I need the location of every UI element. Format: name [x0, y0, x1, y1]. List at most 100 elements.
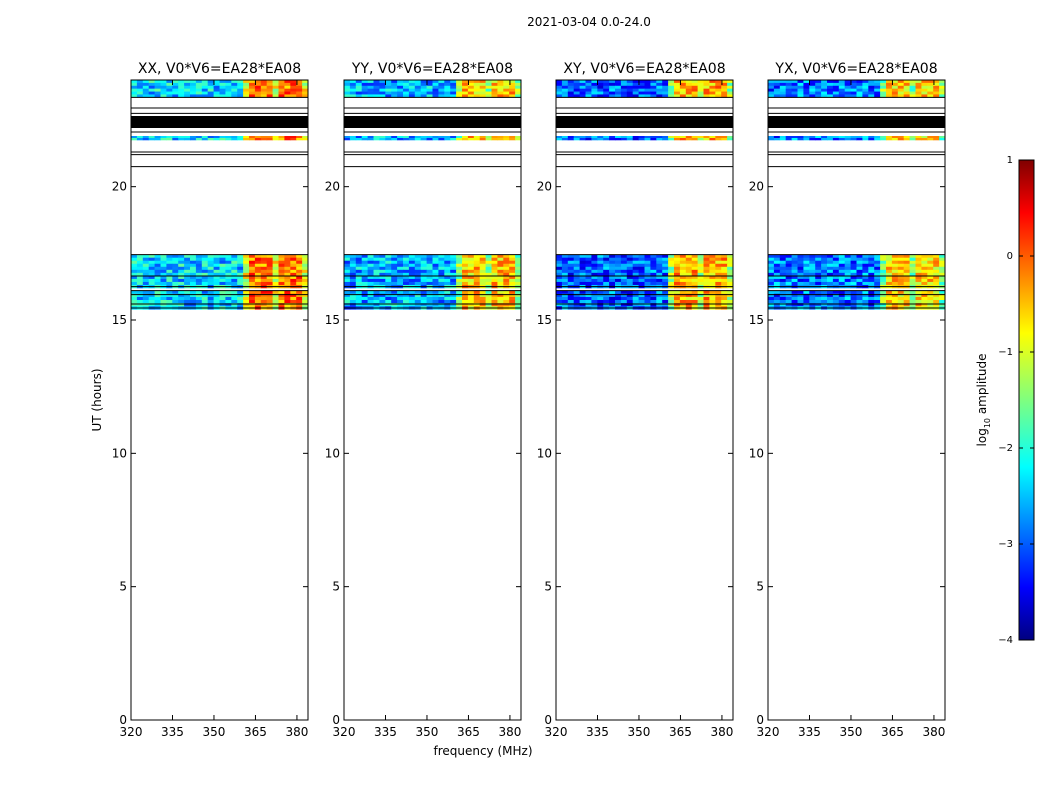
heatmap-cell — [385, 85, 392, 89]
heatmap-cell — [462, 94, 469, 98]
heatmap-cell — [485, 80, 492, 84]
heatmap-cell — [927, 80, 934, 84]
heatmap-cell — [213, 260, 220, 265]
heatmap-cell — [909, 296, 916, 301]
heatmap-cell — [444, 80, 451, 84]
heatmap-cell — [237, 272, 244, 277]
heatmap-cell — [266, 275, 273, 280]
y-tick-label: 15 — [537, 313, 552, 327]
heatmap-cell — [195, 303, 203, 307]
heatmap-cell — [414, 272, 422, 277]
heatmap-cell — [426, 275, 433, 280]
heatmap-cell — [768, 296, 775, 301]
heatmap-cell — [201, 296, 209, 301]
heatmap-cell — [850, 272, 857, 277]
heatmap-cell — [832, 272, 840, 277]
heatmap-cell — [662, 278, 669, 283]
heatmap-cell — [638, 80, 645, 84]
heatmap-cell — [497, 272, 504, 277]
heatmap-cell — [791, 263, 798, 268]
heatmap-cell — [585, 82, 592, 87]
heatmap-cell — [207, 88, 214, 92]
heatmap-cell — [414, 80, 422, 84]
heatmap-cell — [909, 138, 916, 141]
heatmap-cell — [237, 91, 244, 95]
heatmap-cell — [921, 82, 928, 87]
heatmap-cell — [897, 91, 905, 95]
heatmap-cell — [231, 300, 238, 304]
heatmap-cell — [426, 94, 433, 98]
heatmap-cell — [868, 272, 875, 277]
heatmap-cell — [444, 94, 451, 98]
heatmap-cell — [838, 303, 846, 307]
heatmap-cell — [432, 263, 439, 268]
heatmap-cell — [266, 290, 273, 295]
panel-title: XX, V0*V6=EA28*EA08 — [138, 61, 301, 77]
heatmap-cell — [880, 85, 887, 89]
heatmap-cell — [715, 80, 722, 84]
heatmap-cell — [391, 257, 398, 262]
heatmap-cell — [638, 88, 645, 92]
heatmap-cell — [874, 293, 881, 298]
heatmap-cell — [632, 296, 639, 301]
heatmap-cell — [921, 303, 928, 307]
heatmap-cell — [432, 82, 439, 87]
heatmap-cell — [438, 266, 445, 271]
heatmap-cell — [874, 303, 881, 307]
heatmap-cell — [237, 275, 244, 280]
heatmap-cell — [184, 85, 191, 89]
heatmap-cell — [785, 85, 792, 89]
heatmap-cell — [556, 275, 563, 280]
heatmap-cell — [432, 254, 439, 258]
heatmap-cell — [272, 266, 279, 271]
heatmap-cell — [626, 138, 634, 141]
heatmap-cell — [809, 300, 816, 304]
y-tick-label: 20 — [537, 180, 552, 194]
heatmap-cell — [207, 281, 214, 286]
heatmap-cell — [190, 263, 197, 268]
heatmap-cell — [556, 254, 563, 258]
heatmap-cell — [827, 293, 834, 298]
heatmap-cell — [367, 272, 374, 277]
heatmap-cell — [933, 257, 940, 262]
heatmap-cell — [561, 254, 569, 258]
heatmap-cell — [503, 278, 510, 283]
heatmap-cell — [591, 254, 598, 258]
heatmap-cell — [768, 300, 775, 304]
y-axis-label: UT (hours) — [90, 368, 104, 431]
heatmap-cell — [674, 85, 681, 89]
heatmap-cell — [768, 260, 775, 265]
colorbar-label-suffix: amplitude — [975, 354, 989, 418]
heatmap-cell — [679, 82, 687, 87]
heatmap-cell — [626, 136, 634, 139]
heatmap-cell — [260, 266, 268, 271]
heatmap-cell — [715, 260, 722, 265]
heatmap-cell — [414, 254, 422, 258]
heatmap-cell — [779, 88, 787, 92]
heatmap-cell — [603, 269, 610, 274]
heatmap-cell — [691, 138, 698, 141]
heatmap-cell — [207, 80, 214, 84]
heatmap-cell — [703, 266, 710, 271]
heatmap-cell — [891, 303, 899, 307]
heatmap-cell — [921, 91, 928, 95]
heatmap-cell — [497, 82, 504, 87]
heatmap-cell — [509, 275, 516, 280]
heatmap-cell — [467, 85, 475, 89]
heatmap-cell — [632, 278, 639, 283]
heatmap-cell — [479, 303, 486, 307]
heatmap-cell — [662, 80, 669, 84]
heatmap-cell — [462, 263, 469, 268]
heatmap-cell — [184, 296, 191, 301]
heatmap-cell — [385, 80, 392, 84]
heatmap-cell — [201, 82, 209, 87]
heatmap-cell — [278, 275, 285, 280]
heatmap-cell — [909, 91, 916, 95]
heatmap-cell — [408, 296, 416, 301]
heatmap-cell — [438, 88, 445, 92]
heatmap-cell — [195, 275, 203, 280]
heatmap-cell — [691, 263, 698, 268]
heatmap-cell — [909, 85, 916, 89]
heatmap-cell — [880, 260, 887, 265]
heatmap-cell — [691, 296, 698, 301]
